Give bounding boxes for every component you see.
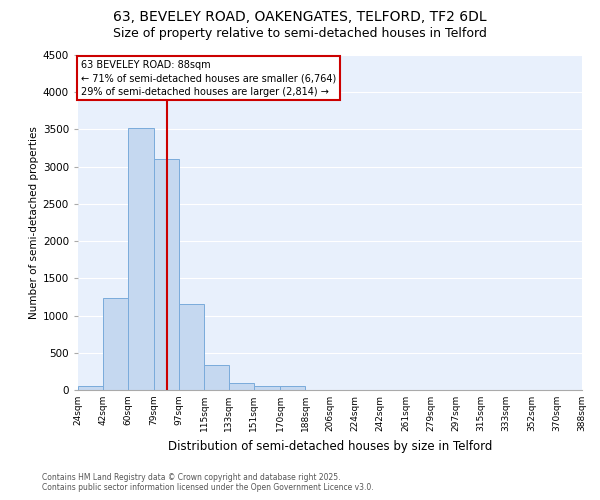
Bar — [204, 366, 229, 390]
Text: Contains HM Land Registry data © Crown copyright and database right 2025.
Contai: Contains HM Land Registry data © Crown c… — [42, 473, 374, 492]
Bar — [179, 304, 204, 390]
X-axis label: Distribution of semi-detached houses by size in Telford: Distribution of semi-detached houses by … — [168, 440, 492, 452]
Y-axis label: Number of semi-detached properties: Number of semi-detached properties — [29, 126, 38, 319]
Bar — [128, 128, 154, 390]
Bar — [78, 386, 103, 390]
Bar — [229, 383, 254, 390]
Bar — [103, 298, 128, 390]
Text: Size of property relative to semi-detached houses in Telford: Size of property relative to semi-detach… — [113, 28, 487, 40]
Bar — [154, 159, 179, 390]
Bar — [254, 386, 280, 390]
Bar — [280, 386, 305, 390]
Text: 63 BEVELEY ROAD: 88sqm
← 71% of semi-detached houses are smaller (6,764)
29% of : 63 BEVELEY ROAD: 88sqm ← 71% of semi-det… — [81, 60, 336, 96]
Text: 63, BEVELEY ROAD, OAKENGATES, TELFORD, TF2 6DL: 63, BEVELEY ROAD, OAKENGATES, TELFORD, T… — [113, 10, 487, 24]
